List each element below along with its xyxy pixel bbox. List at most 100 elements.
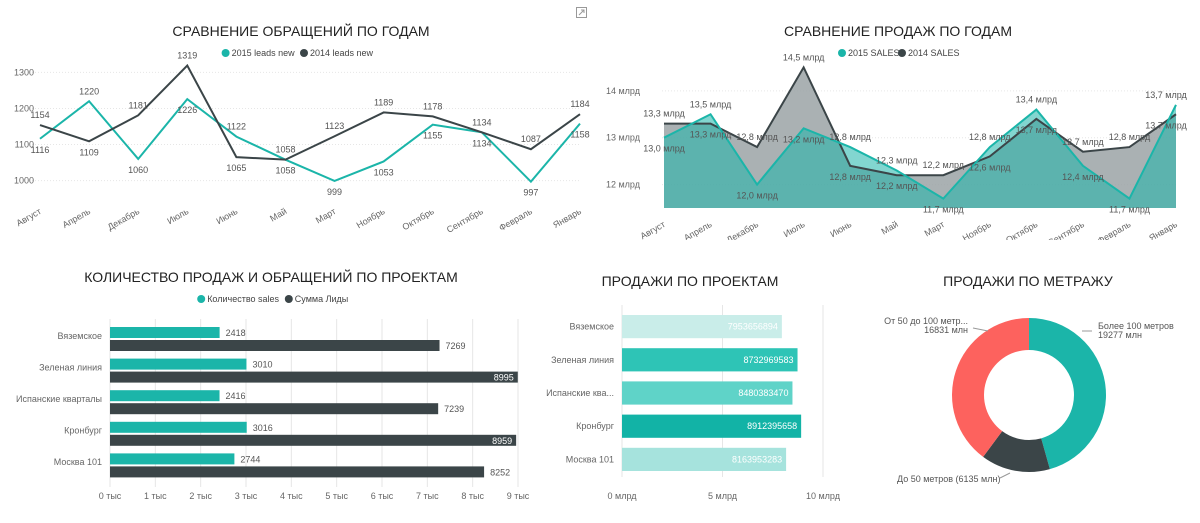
x-tick-label: Ноябрь bbox=[961, 219, 993, 240]
y-tick-label: 1000 bbox=[14, 176, 34, 186]
data-label: 12,3 млрд bbox=[876, 156, 918, 166]
y-tick-label: 12 млрд bbox=[606, 180, 641, 190]
data-label: 13,3 млрд bbox=[690, 130, 732, 140]
x-tick-label: Октябрь bbox=[401, 206, 436, 232]
bar bbox=[110, 466, 485, 478]
data-label: 12,0 млрд bbox=[736, 191, 778, 201]
data-label: 13,7 млрд bbox=[1145, 90, 1187, 100]
sales-area-chart: 2015 SALES 2014 SALES 12 млрд 13 млрд 14 млр… bbox=[606, 48, 1188, 240]
x-tick-label: Март bbox=[314, 206, 338, 225]
data-label: 7953656894 bbox=[728, 322, 778, 332]
data-label: 13,4 млрд bbox=[1016, 95, 1058, 105]
projects-bar-chart: Количество sales Сумма Лиды 0 тыс 1 тыс 2 ты… bbox=[16, 294, 530, 501]
leader-line bbox=[999, 472, 1011, 479]
donut-slice bbox=[952, 318, 1029, 457]
y-category-label: Зеленая линия bbox=[39, 362, 102, 372]
legend-label: 2014 leads new bbox=[310, 48, 374, 58]
x-tick-label: Апрель bbox=[61, 206, 93, 230]
data-label: 1189 bbox=[374, 97, 393, 107]
series-line-2014 bbox=[664, 65, 1177, 177]
x-tick-label: 8 тыс bbox=[461, 491, 484, 501]
data-label: 11,7 млрд bbox=[923, 205, 965, 215]
x-tick-label: Февраль bbox=[1096, 219, 1133, 240]
data-label: 1155 bbox=[423, 131, 442, 141]
x-tick-label: Октябрь bbox=[1004, 219, 1039, 240]
data-label: 1116 bbox=[31, 145, 50, 155]
y-category-label: Зеленая линия bbox=[551, 355, 614, 365]
y-category-label: Испанские кварталы bbox=[16, 394, 102, 404]
data-label: 13,3 млрд bbox=[643, 109, 685, 119]
area-chart-title: ПРОДАЖИ ПО МЕТРАЖУ bbox=[943, 273, 1113, 289]
data-label: 1087 bbox=[521, 134, 541, 144]
x-tick-label: Август bbox=[639, 219, 667, 240]
x-tick-label: 5 млрд bbox=[708, 491, 738, 501]
data-label: 1134 bbox=[472, 117, 491, 127]
x-tick-label: Сентябрь bbox=[445, 206, 485, 235]
data-label: 13,7 млрд bbox=[1145, 120, 1187, 130]
data-label: 2416 bbox=[226, 391, 246, 401]
y-category-label: Вяземское bbox=[57, 331, 102, 341]
donut-slice bbox=[1029, 318, 1106, 470]
x-tick-label: Ноябрь bbox=[355, 206, 387, 230]
sales-chart-title: СРАВНЕНИЕ ПРОДАЖ ПО ГОДАМ bbox=[783, 23, 1013, 39]
data-label: 8732969583 bbox=[743, 355, 793, 365]
legend-label: 2015 SALES bbox=[848, 48, 900, 58]
y-tick-label: 1200 bbox=[14, 103, 34, 113]
x-tick-label: Май bbox=[879, 219, 899, 236]
data-label: 13,7 млрд bbox=[1016, 125, 1058, 135]
bar bbox=[622, 348, 798, 372]
data-label: 1319 bbox=[177, 51, 197, 61]
x-tick-label: 0 млрд bbox=[608, 491, 638, 501]
y-category-label: Испанские ква... bbox=[546, 388, 614, 398]
x-tick-label: 7 тыс bbox=[416, 491, 439, 501]
data-label: 12,8 млрд bbox=[829, 172, 871, 182]
data-label: 1123 bbox=[325, 121, 344, 131]
x-tick-label: 5 тыс bbox=[325, 491, 348, 501]
data-label: 12,2 млрд bbox=[923, 160, 965, 170]
legend-marker bbox=[898, 49, 906, 57]
data-label: 3010 bbox=[252, 360, 272, 370]
y-tick-label: 1300 bbox=[14, 67, 34, 77]
data-label: 12,4 млрд bbox=[1062, 172, 1104, 182]
x-tick-label: Июль bbox=[782, 219, 807, 239]
data-label: 12,6 млрд bbox=[969, 162, 1011, 172]
x-tick-label: 4 тыс bbox=[280, 491, 303, 501]
data-label: 12,8 млрд bbox=[736, 132, 778, 142]
data-label: 997 bbox=[523, 188, 538, 198]
data-label: 8252 bbox=[490, 467, 510, 477]
bar bbox=[622, 315, 782, 339]
x-tick-label: Июнь bbox=[215, 206, 240, 226]
data-label: 12,2 млрд bbox=[876, 181, 918, 191]
data-label: 14,5 млрд bbox=[783, 52, 825, 62]
data-label: 1109 bbox=[79, 147, 98, 157]
bar bbox=[110, 434, 517, 446]
series-line-2015 bbox=[663, 104, 1177, 201]
y-tick-label: 13 млрд bbox=[606, 133, 641, 143]
slice-label: До 50 метров (6135 млн) bbox=[897, 474, 1000, 484]
bar bbox=[110, 403, 439, 415]
slice-label: От 50 до 100 метр... bbox=[884, 316, 968, 326]
sales-projects-bar-chart: 0 млрд 5 млрд 10 млрд Вяземское 7953656894 Зе… bbox=[546, 305, 840, 501]
x-tick-label: 10 млрд bbox=[806, 491, 840, 501]
data-label: 8912395658 bbox=[747, 421, 797, 431]
data-label: 2418 bbox=[226, 328, 246, 338]
data-label: 1154 bbox=[30, 110, 49, 120]
x-tick-label: 3 тыс bbox=[235, 491, 258, 501]
bar bbox=[110, 340, 440, 351]
expand-icon[interactable] bbox=[576, 7, 587, 18]
bar bbox=[110, 327, 220, 338]
x-tick-label: 6 тыс bbox=[371, 491, 394, 501]
legend-marker bbox=[838, 49, 846, 57]
data-label: 1058 bbox=[275, 166, 295, 176]
leads-line-chart: 2015 leads new 2014 leads new 1000 1100 1200… bbox=[14, 48, 590, 235]
data-label: 1226 bbox=[177, 105, 197, 115]
data-label: 8163953283 bbox=[732, 454, 782, 464]
area-2015 bbox=[664, 104, 1176, 208]
leader-line bbox=[972, 327, 989, 332]
x-tick-label: Декабрь bbox=[106, 206, 142, 232]
data-label: 2744 bbox=[240, 454, 260, 464]
data-label: 8995 bbox=[494, 373, 514, 383]
legend-label: 2015 leads new bbox=[232, 48, 296, 58]
slice-value: 16831 млн bbox=[924, 325, 968, 335]
bar bbox=[622, 414, 802, 438]
